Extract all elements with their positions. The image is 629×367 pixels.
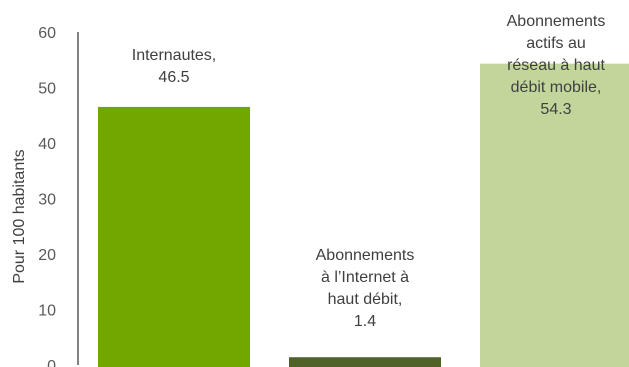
data-label-line: Abonnements: [316, 247, 415, 264]
y-tick-label: 30: [38, 192, 56, 209]
data-label: Internautes, 46.5: [132, 47, 217, 86]
data-label: Abonnements actifs au réseau à haut débit m…: [507, 13, 606, 118]
data-label-line: à l’Internet à: [321, 269, 409, 286]
y-tick-label: 50: [38, 81, 56, 98]
bar: [98, 106, 250, 367]
data-label-line: Internautes,: [132, 47, 217, 64]
data-label-line: débit mobile,: [511, 79, 602, 96]
bars: [98, 63, 629, 367]
data-label-line: 54.3: [540, 101, 571, 118]
data-label-line: actifs au: [526, 35, 586, 52]
y-tick-label: 20: [38, 247, 56, 264]
data-label-line: haut débit,: [328, 291, 403, 308]
data-label-line: réseau à haut: [507, 57, 605, 74]
data-label-line: 1.4: [354, 313, 376, 330]
data-label: Abonnements à l’Internet à haut débit, 1.4: [316, 247, 415, 330]
bar: [289, 357, 441, 367]
data-label-line: Abonnements: [507, 13, 606, 30]
data-labels: Internautes, 46.5 Abonnements à l’Internet …: [132, 13, 606, 330]
bar: [480, 63, 629, 367]
y-axis: 0 10 20 30 40 50 60: [38, 25, 79, 367]
data-label-line: 46.5: [158, 69, 189, 86]
y-tick-label: 10: [38, 303, 56, 320]
y-tick-label: 60: [38, 25, 56, 42]
y-tick-label: 40: [38, 136, 56, 153]
y-tick-label: 0: [47, 358, 56, 367]
y-axis-title: Pour 100 habitants: [11, 149, 28, 283]
